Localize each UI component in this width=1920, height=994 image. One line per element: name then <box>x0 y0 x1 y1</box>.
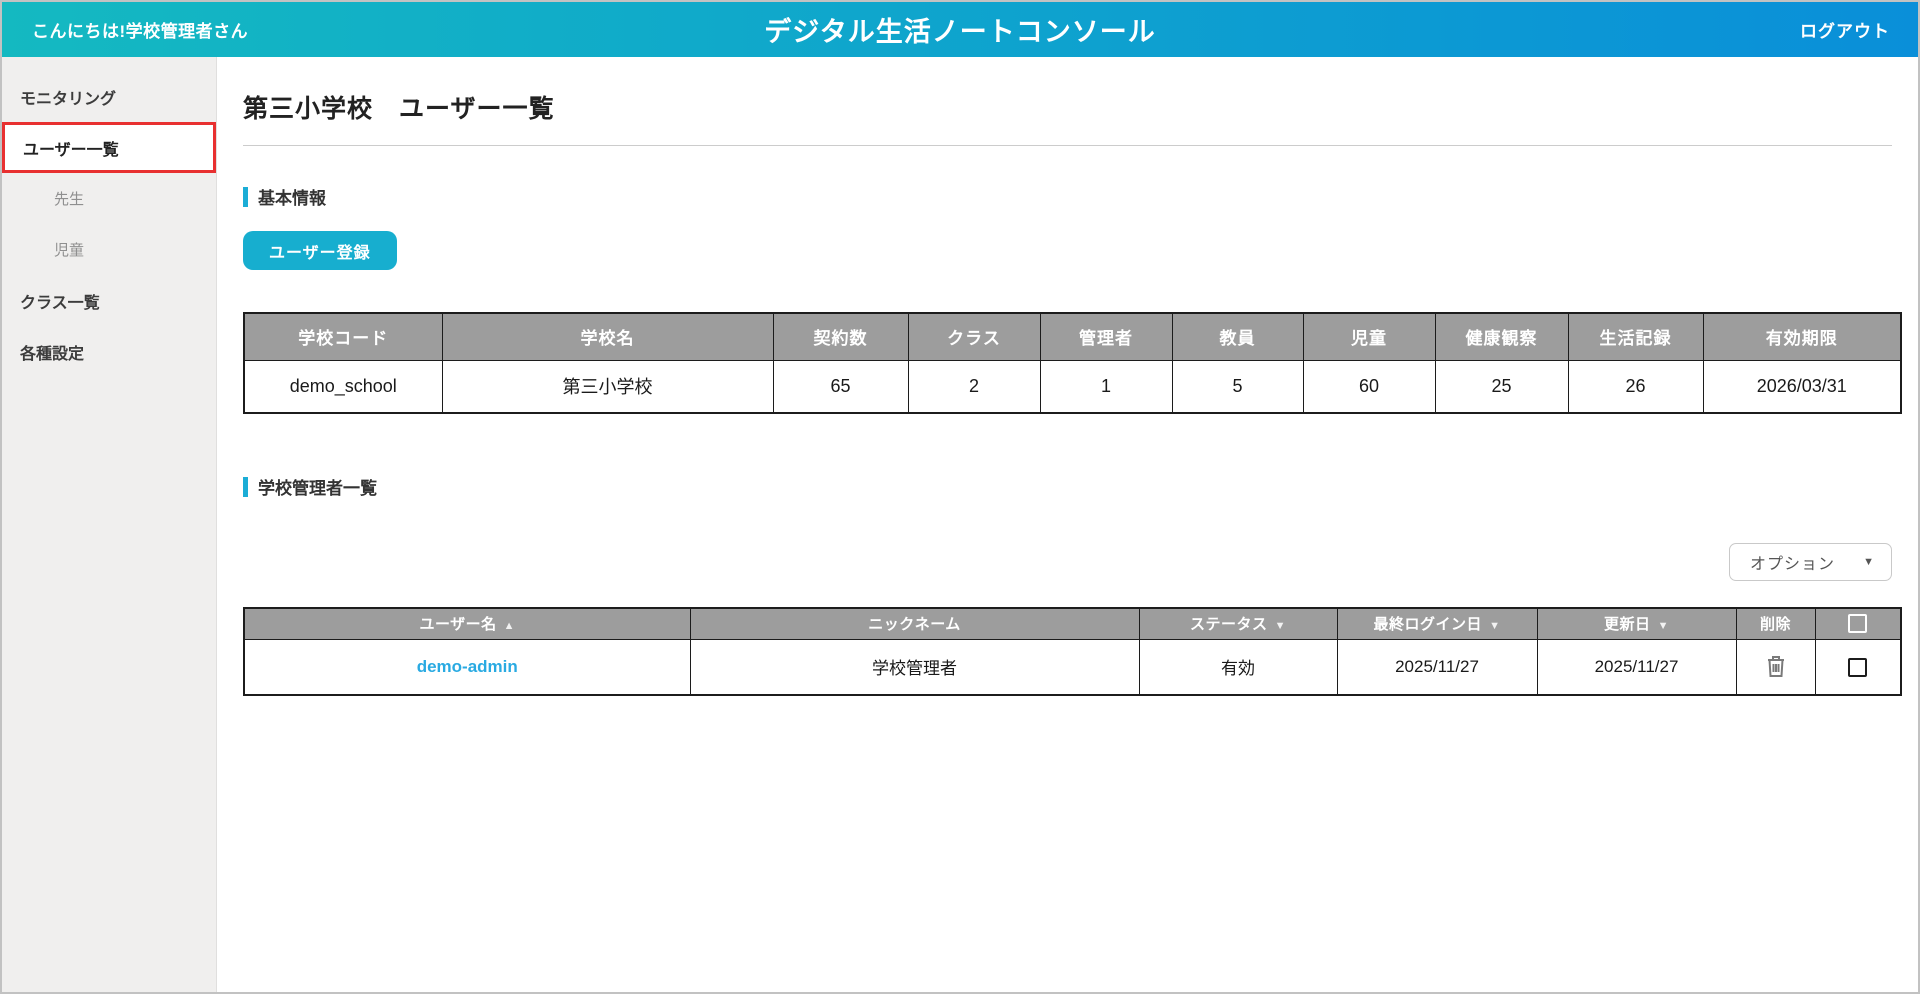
app-title: デジタル生活ノートコンソール <box>764 17 1156 47</box>
column-header-label: 最終ログイン日 <box>1373 616 1483 634</box>
table-row: demo_school 第三小学校 65 2 1 5 60 25 26 2026/03/31 <box>243 359 1902 414</box>
column-header-label: ステータス <box>1190 616 1268 634</box>
main-content: 第三小学校 ユーザー一覧 基本情報 ユーザー登録 学校コード 学校名 契約数 クラス管… <box>217 57 1918 992</box>
page-title: 第三小学校 ユーザー一覧 <box>243 95 555 123</box>
delete-button[interactable] <box>1761 650 1791 682</box>
school-column-header: 有効期限 <box>1702 312 1902 361</box>
school-cell: 2026/03/31 <box>1702 359 1902 414</box>
app-body: モニタリング ユーザー一覧 先生 児童 クラス一覧 各種設定 第三小学校 ユーザ… <box>2 57 1918 992</box>
admin-list-heading: 学校管理者一覧 <box>243 474 1892 499</box>
school-table-header-row: 学校コード 学校名 契約数 クラス 管理者 教員 児童 健康観察 生活記録 有効期限 <box>243 312 1902 361</box>
updated-cell: 2025/11/27 <box>1536 638 1737 696</box>
sort-desc-icon: ▼ <box>1657 620 1669 633</box>
options-dropdown[interactable]: オプション ▼ <box>1729 543 1892 581</box>
sidebar-item-settings[interactable]: 各種設定 <box>20 345 85 363</box>
sort-desc-icon: ▼ <box>1489 620 1501 633</box>
school-cell: 2 <box>907 359 1041 414</box>
school-cell: demo_school <box>243 359 443 414</box>
column-header-label: ニックネーム <box>868 616 961 634</box>
basic-info-heading: 基本情報 <box>243 184 1892 209</box>
sidebar: モニタリング ユーザー一覧 先生 児童 クラス一覧 各種設定 <box>2 57 217 992</box>
user-link[interactable]: demo-admin <box>416 656 518 676</box>
title-divider <box>243 145 1892 146</box>
admin-list-heading-label: 学校管理者一覧 <box>258 479 377 498</box>
admin-column-header[interactable]: ステータス ▼ <box>1138 607 1338 640</box>
app-header: こんにちは!学校管理者さん デジタル生活ノートコンソール ログアウト <box>2 2 1918 57</box>
admin-table-header-row: ユーザー名 ▲ ニックネーム ステータス ▼ 最終ログイン日 ▼ 更新日 ▼ 削除 <box>243 607 1902 640</box>
school-column-header: 健康観察 <box>1434 312 1569 361</box>
column-header-label: 更新日 <box>1604 616 1651 634</box>
user-name-cell: demo-admin <box>243 638 691 696</box>
admin-column-header[interactable]: 最終ログイン日 ▼ <box>1336 607 1538 640</box>
school-column-header: 児童 <box>1302 312 1436 361</box>
school-cell: 26 <box>1567 359 1704 414</box>
sidebar-item-children[interactable]: 児童 <box>54 242 85 259</box>
school-column-header: 学校コード <box>243 312 443 361</box>
school-column-header: 生活記録 <box>1567 312 1704 361</box>
school-column-header: クラス <box>907 312 1041 361</box>
status-cell: 有効 <box>1138 638 1338 696</box>
school-info-table: 学校コード 学校名 契約数 クラス 管理者 教員 児童 健康観察 生活記録 有効期限 demo_s… <box>243 312 1902 414</box>
options-row: オプション ▼ <box>243 543 1892 581</box>
school-column-header: 学校名 <box>441 312 774 361</box>
nickname-cell: 学校管理者 <box>689 638 1140 696</box>
sidebar-item-class-list[interactable]: クラス一覧 <box>20 294 100 312</box>
logout-button[interactable]: ログアウト <box>1800 17 1890 42</box>
school-table-body: demo_school 第三小学校 65 2 1 5 60 25 26 2026/03/31 <box>243 359 1902 414</box>
row-select-cell <box>1814 638 1902 696</box>
sort-desc-icon: ▼ <box>1274 620 1286 633</box>
select-all-checkbox[interactable] <box>1848 614 1868 634</box>
table-row: demo-admin 学校管理者 有効 2025/11/27 2025/11/27 <box>243 638 1902 696</box>
column-header-label: 削除 <box>1759 616 1791 634</box>
sidebar-item-user-list[interactable]: ユーザー一覧 <box>2 122 216 173</box>
trash-icon <box>1767 656 1784 678</box>
school-cell: 65 <box>772 359 909 414</box>
section-bar-icon <box>243 186 248 207</box>
basic-info-heading-label: 基本情報 <box>258 189 326 208</box>
school-column-header: 教員 <box>1171 312 1304 361</box>
school-column-header: 契約数 <box>772 312 909 361</box>
admin-user-table: ユーザー名 ▲ ニックネーム ステータス ▼ 最終ログイン日 ▼ 更新日 ▼ 削除 demo-ad… <box>243 607 1902 696</box>
user-register-button[interactable]: ユーザー登録 <box>243 231 397 270</box>
sort-asc-icon: ▲ <box>503 620 516 633</box>
user-greeting: こんにちは!学校管理者さん <box>32 22 249 41</box>
admin-table-body: demo-admin 学校管理者 有効 2025/11/27 2025/11/27 <box>243 638 1902 696</box>
options-dropdown-label: オプション <box>1750 556 1836 573</box>
admin-column-header[interactable]: 更新日 ▼ <box>1536 607 1737 640</box>
school-cell: 60 <box>1302 359 1436 414</box>
sidebar-item-monitoring[interactable]: モニタリング <box>20 90 117 108</box>
school-cell: 25 <box>1434 359 1569 414</box>
school-cell: 第三小学校 <box>441 359 774 414</box>
section-bar-icon <box>243 476 248 497</box>
school-column-header: 管理者 <box>1039 312 1173 361</box>
admin-column-header[interactable]: ユーザー名 ▲ <box>243 607 691 640</box>
admin-column-header: 削除 <box>1735 607 1816 640</box>
row-checkbox[interactable] <box>1848 657 1868 677</box>
admin-column-header: ニックネーム <box>689 607 1140 640</box>
school-cell: 1 <box>1039 359 1173 414</box>
column-header-label: ユーザー名 <box>419 616 497 634</box>
delete-cell <box>1735 638 1816 696</box>
select-all-header[interactable] <box>1814 607 1902 640</box>
school-cell: 5 <box>1171 359 1304 414</box>
chevron-down-icon: ▼ <box>1863 556 1875 568</box>
last-login-cell: 2025/11/27 <box>1336 638 1538 696</box>
sidebar-item-teachers[interactable]: 先生 <box>54 191 85 208</box>
